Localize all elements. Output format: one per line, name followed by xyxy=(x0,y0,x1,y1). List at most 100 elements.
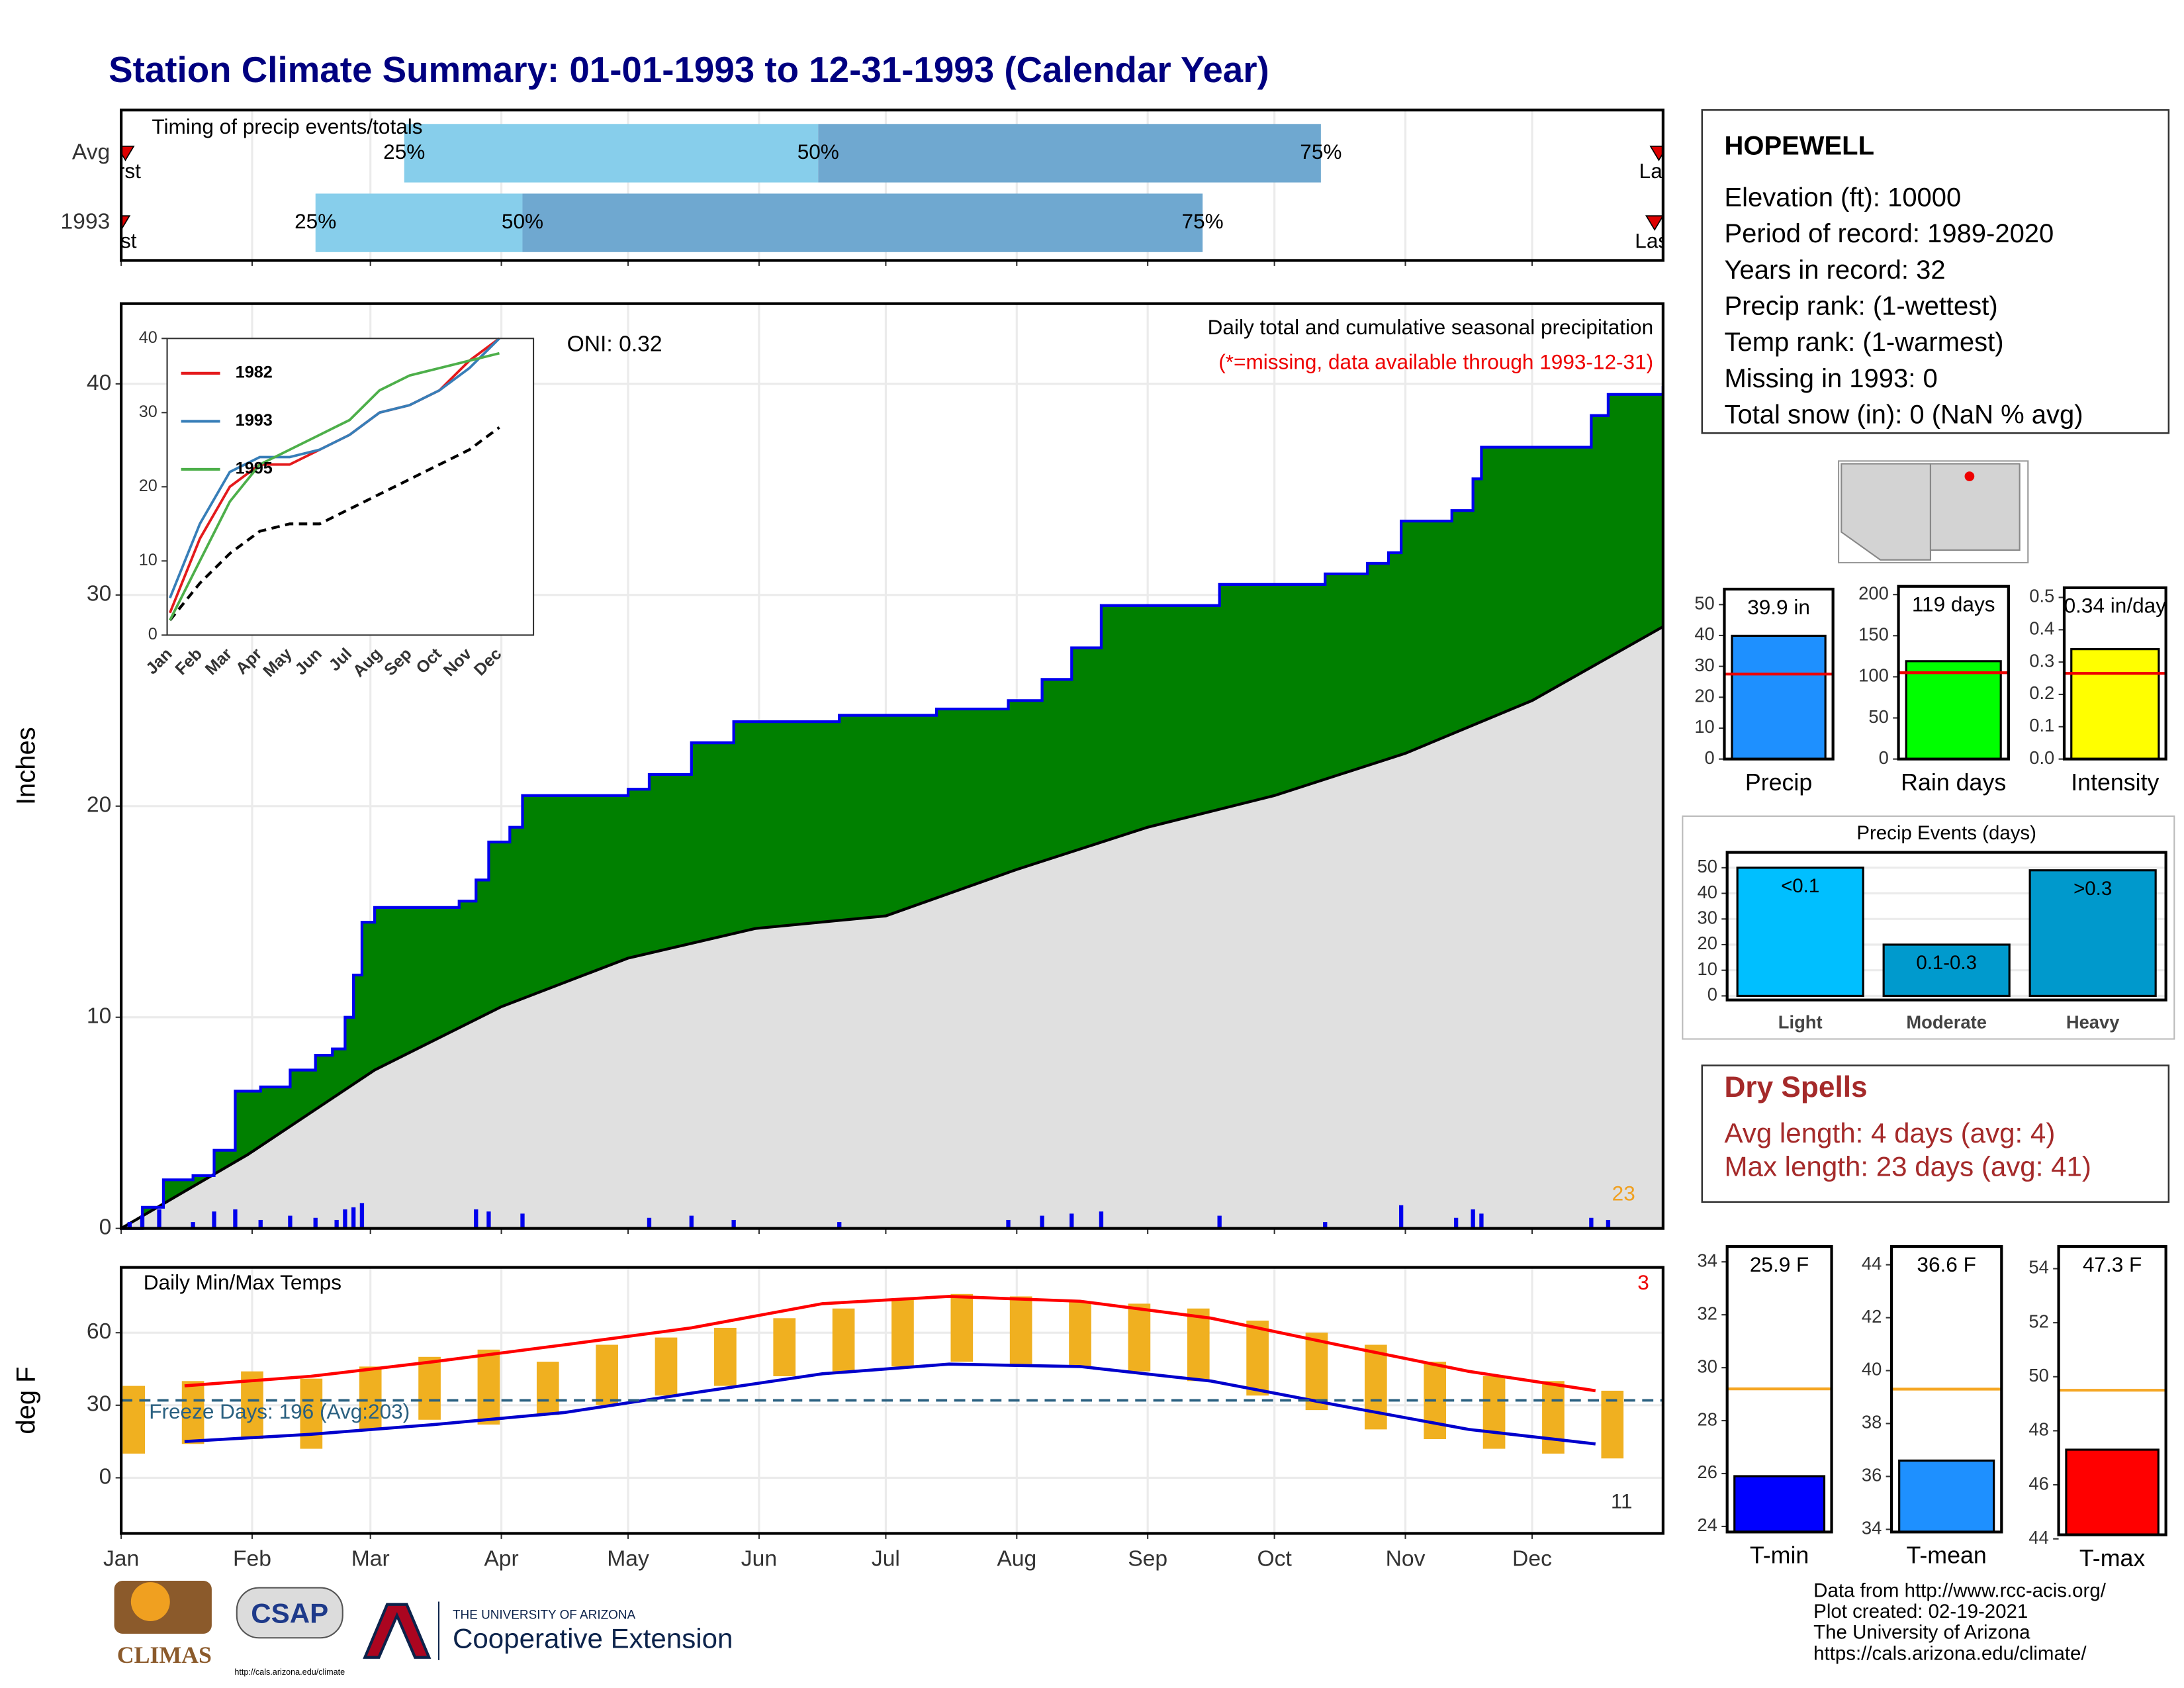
y-tick-label: 0.0 xyxy=(2029,747,2054,768)
extension-name: Cooperative Extension xyxy=(453,1623,733,1654)
daily-bar xyxy=(1606,1219,1611,1229)
daily-bar xyxy=(258,1219,263,1229)
y-tick-label: 200 xyxy=(1858,583,1889,603)
category-label: Avg xyxy=(72,140,110,164)
plot-frame xyxy=(1897,585,2010,761)
y-tick-label: 32 xyxy=(1698,1303,1717,1323)
x-tick-label: T-min xyxy=(1750,1542,1809,1569)
daily-bar xyxy=(486,1211,491,1229)
university-name: THE UNIVERSITY OF ARIZONA xyxy=(453,1609,636,1622)
legend-label: 1993 xyxy=(236,411,273,430)
plot-frame xyxy=(1889,1244,2003,1534)
panel-frame xyxy=(1682,815,2175,1040)
daily-bar xyxy=(1069,1213,1074,1229)
average-line xyxy=(120,625,1664,1230)
chart-title: Timing of precip events/totals xyxy=(152,115,422,138)
y-tick-label: 0.5 xyxy=(2029,586,2054,606)
station-info: Missing in 1993: 0 xyxy=(1724,364,1937,393)
daily-bar xyxy=(1471,1209,1475,1229)
event-label: First xyxy=(101,159,142,183)
station-info: Elevation (ft): 10000 xyxy=(1724,183,1961,212)
x-tick-label: Jun xyxy=(741,1546,777,1571)
daily-bar xyxy=(1453,1217,1459,1229)
y-tick-label: 0.3 xyxy=(2029,650,2054,671)
x-tick-label: Nov xyxy=(1386,1546,1426,1571)
plot-frame xyxy=(119,302,1664,1230)
percentile-label: 50% xyxy=(502,209,543,233)
percentile-label: 25% xyxy=(295,209,336,233)
daily-bar xyxy=(1099,1211,1104,1229)
y-tick-label: 30 xyxy=(139,402,158,421)
percentile-label: 75% xyxy=(1300,140,1342,164)
x-tick-label: Heavy xyxy=(2066,1012,2120,1033)
y-tick-label: 50 xyxy=(1868,706,1888,727)
x-tick-label: Light xyxy=(1778,1012,1823,1033)
average-area xyxy=(121,626,1663,1229)
y-tick-label: 50 xyxy=(1694,593,1714,614)
event-label: First xyxy=(96,228,137,252)
bar-label: >0.3 xyxy=(2073,878,2112,900)
temp-range-bar xyxy=(1187,1308,1210,1382)
station-name: HOPEWELL xyxy=(1724,132,1874,161)
footer-line: https://cals.arizona.edu/climate/ xyxy=(1813,1642,2087,1664)
x-tick-label: Feb xyxy=(233,1546,271,1571)
x-tick-label: Oct xyxy=(1257,1546,1292,1571)
temp-range-bar xyxy=(536,1362,559,1415)
y-tick-label: 20 xyxy=(1694,686,1714,706)
daily-bar xyxy=(191,1222,195,1229)
station-location xyxy=(1964,471,1975,481)
y-tick-label: 20 xyxy=(1698,933,1717,953)
inset-frame xyxy=(166,338,535,636)
csap-logo: CSAP xyxy=(251,1598,328,1629)
station-info: Total snow (in): 0 (NaN % avg) xyxy=(1724,400,2083,430)
low-note: 11 xyxy=(1611,1489,1633,1513)
daily-bar xyxy=(1217,1215,1222,1229)
x-tick-label: Rain days xyxy=(1901,769,2006,796)
daily-bar xyxy=(313,1217,318,1229)
daily-bar xyxy=(334,1219,339,1229)
event-marker xyxy=(1645,215,1663,231)
temp-range-bar xyxy=(300,1378,323,1449)
station-info: Years in record: 32 xyxy=(1724,256,1945,285)
x-tick-label: Moderate xyxy=(1906,1012,1987,1033)
y-tick-label: 0 xyxy=(1879,747,1889,768)
bar xyxy=(1905,660,2002,761)
y-axis-label: Inches xyxy=(12,727,41,805)
daily-bar xyxy=(157,1209,161,1229)
plot-frame xyxy=(1725,1244,1833,1534)
dry-spells-info: Avg length: 4 days (avg: 4) xyxy=(1724,1117,2055,1149)
daily-bar xyxy=(127,1222,132,1229)
y-tick-label: 48 xyxy=(2028,1419,2048,1440)
y-tick-label: 52 xyxy=(2028,1311,2048,1331)
temp-line xyxy=(184,1295,1596,1393)
temp-range-bar xyxy=(477,1349,500,1425)
temp-range-bar xyxy=(891,1299,914,1367)
y-tick-label: 24 xyxy=(1698,1515,1717,1535)
temp-range-bar xyxy=(1305,1333,1328,1411)
range-bar xyxy=(818,124,1321,183)
y-tick-label: 10 xyxy=(1694,716,1714,737)
climas-sun xyxy=(130,1582,170,1622)
bar-label: <0.1 xyxy=(1781,875,1819,897)
series-line xyxy=(169,337,500,599)
y-tick-label: 20 xyxy=(139,477,158,495)
temp-range-bar xyxy=(1009,1296,1032,1364)
legend-label: 1995 xyxy=(236,459,273,478)
x-tick-label: Apr xyxy=(484,1546,518,1571)
y-tick-label: 26 xyxy=(1698,1462,1717,1482)
y-tick-label: 0.2 xyxy=(2029,682,2054,703)
timing-layer: 25% 50% 75% First Last 25% 50% 75% First Last xyxy=(96,124,1663,252)
high-note: 3 xyxy=(1637,1270,1649,1294)
map-state xyxy=(1841,463,1932,561)
daily-bar xyxy=(212,1211,216,1229)
csap-cloud xyxy=(236,1587,343,1639)
value-label: 119 days xyxy=(1912,592,1995,616)
x-tick-label: Sep xyxy=(1128,1546,1167,1571)
bar xyxy=(1898,1459,1995,1533)
y-tick-label: 44 xyxy=(1862,1253,1882,1274)
bar-label: 0.1-0.3 xyxy=(1916,952,1977,974)
y-tick-label: 40 xyxy=(139,328,158,347)
x-tick-label: Jan xyxy=(103,1546,139,1571)
map-state xyxy=(1929,463,2021,551)
